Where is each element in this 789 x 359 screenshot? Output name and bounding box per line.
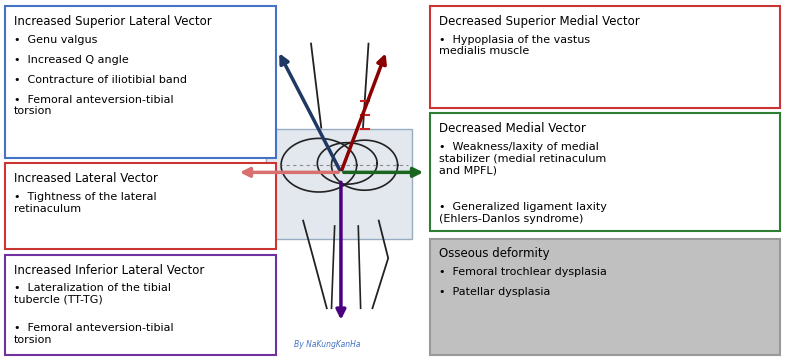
Text: Osseous deformity: Osseous deformity: [439, 247, 550, 260]
Bar: [430, 6, 780, 108]
Text: By NaKungKanHa: By NaKungKanHa: [294, 340, 361, 349]
Text: •  Genu valgus: • Genu valgus: [14, 35, 98, 45]
Bar: [430, 238, 780, 355]
Text: •  Weakness/laxity of medial
stabilizer (medial retinaculum
and MPFL): • Weakness/laxity of medial stabilizer (…: [439, 142, 607, 175]
Text: Decreased Superior Medial Vector: Decreased Superior Medial Vector: [439, 15, 640, 28]
Bar: [266, 130, 412, 238]
Text: Increased Lateral Vector: Increased Lateral Vector: [14, 172, 158, 185]
Text: •  Contracture of iliotibial band: • Contracture of iliotibial band: [14, 75, 187, 85]
Bar: [5, 163, 276, 249]
Text: •  Increased Q angle: • Increased Q angle: [14, 55, 129, 65]
Text: •  Patellar dysplasia: • Patellar dysplasia: [439, 287, 551, 297]
Text: •  Generalized ligament laxity
(Ehlers-Danlos syndrome): • Generalized ligament laxity (Ehlers-Da…: [439, 202, 608, 224]
Text: Increased Inferior Lateral Vector: Increased Inferior Lateral Vector: [14, 264, 204, 276]
Text: •  Hypoplasia of the vastus
medialis muscle: • Hypoplasia of the vastus medialis musc…: [439, 35, 590, 56]
Text: •  Femoral anteversion-tibial
torsion: • Femoral anteversion-tibial torsion: [14, 95, 174, 116]
Text: Increased Superior Lateral Vector: Increased Superior Lateral Vector: [14, 15, 211, 28]
Bar: [5, 255, 276, 355]
Text: •  Femoral trochlear dysplasia: • Femoral trochlear dysplasia: [439, 267, 608, 277]
Bar: [5, 6, 276, 158]
Text: •  Femoral anteversion-tibial
torsion: • Femoral anteversion-tibial torsion: [14, 323, 174, 345]
Bar: [430, 113, 780, 231]
Text: •  Tightness of the lateral
retinaculum: • Tightness of the lateral retinaculum: [14, 192, 157, 214]
Text: •  Lateralization of the tibial
tubercle (TT-TG): • Lateralization of the tibial tubercle …: [14, 283, 171, 305]
Text: Decreased Medial Vector: Decreased Medial Vector: [439, 122, 586, 135]
